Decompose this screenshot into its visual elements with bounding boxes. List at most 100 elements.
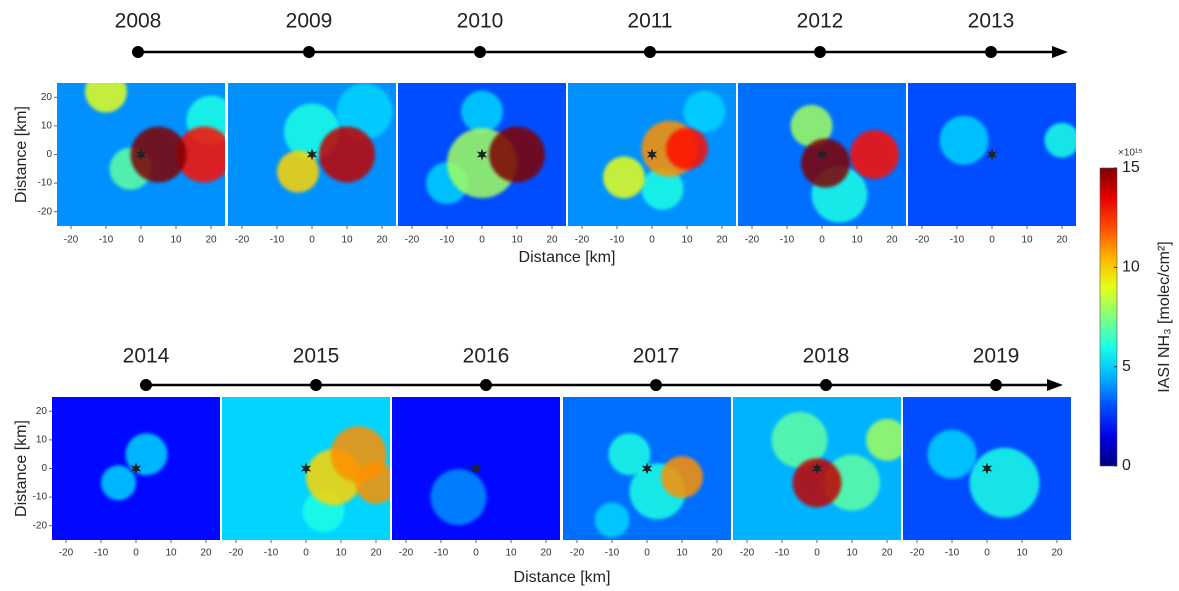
year-label: 2019 — [973, 345, 1020, 368]
heatmap-panel — [908, 83, 1076, 226]
y-tick-label: 20 — [36, 406, 48, 417]
x-tick-label: 10 — [505, 548, 517, 559]
timeline-2 — [146, 379, 1063, 391]
concentration-blob — [461, 90, 503, 133]
y-axis-label: Distance [km] — [13, 420, 30, 517]
concentration-blob — [176, 126, 225, 183]
source-marker — [816, 148, 828, 161]
x-tick-label: -20 — [915, 235, 930, 246]
x-tick-label: -10 — [94, 548, 109, 559]
x-tick-label: 0 — [814, 548, 820, 559]
x-tick-label: -20 — [405, 235, 420, 246]
x-tick-label: 20 — [886, 235, 898, 246]
x-tick-label: -20 — [745, 235, 760, 246]
concentration-blob — [666, 127, 708, 170]
concentration-blob — [801, 138, 850, 188]
colorbar-exponent: ×10¹⁵ — [1118, 148, 1142, 159]
x-tick-label: 10 — [851, 235, 863, 246]
year-label: 2011 — [627, 10, 672, 33]
concentration-blob — [336, 83, 393, 140]
x-tick-label: -10 — [434, 548, 449, 559]
concentration-blob — [603, 156, 645, 199]
x-tick-label: -20 — [570, 548, 585, 559]
x-tick-label: 0 — [138, 235, 144, 246]
x-tick-label: 20 — [1051, 548, 1063, 559]
y-tick-label: 0 — [41, 463, 47, 474]
x-tick-label: -10 — [610, 235, 625, 246]
timeline-dot — [650, 379, 662, 391]
concentration-blob — [319, 126, 375, 183]
x-tick-label: 20 — [376, 235, 388, 246]
y-tick-label: -20 — [38, 206, 53, 217]
concentration-blob — [661, 456, 703, 499]
concentration-blob — [939, 115, 989, 165]
x-tick-label: -20 — [910, 548, 925, 559]
x-tick-label: 0 — [479, 235, 485, 246]
timeline-dot — [140, 379, 152, 391]
timeline-dot — [474, 46, 486, 58]
source-marker — [986, 148, 998, 161]
y-tick-label: 10 — [41, 121, 53, 132]
concentration-blob — [683, 90, 726, 133]
concentration-blob — [277, 150, 319, 193]
source-marker — [300, 462, 312, 475]
colorbar-tick-label: 0 — [1122, 457, 1131, 474]
heatmap-panel — [228, 83, 396, 226]
concentration-blob — [85, 83, 127, 113]
heatmap-panel — [398, 83, 566, 226]
y-tick-label: -20 — [33, 520, 48, 531]
x-tick-label: -10 — [440, 235, 455, 246]
year-label: 2015 — [293, 345, 340, 368]
timeline-dot — [820, 379, 832, 391]
y-tick-label: -10 — [33, 492, 48, 503]
concentration-blob — [101, 465, 136, 501]
y-tick-label: 10 — [36, 435, 48, 446]
x-tick-label: 0 — [984, 548, 990, 559]
x-tick-label: 10 — [676, 548, 688, 559]
x-tick-label: 10 — [170, 235, 182, 246]
x-tick-label: 0 — [309, 235, 315, 246]
x-tick-label: 0 — [819, 235, 825, 246]
x-tick-label: -20 — [740, 548, 755, 559]
concentration-blob — [927, 429, 977, 479]
concentration-blob — [608, 433, 651, 476]
source-marker — [135, 148, 147, 161]
year-label: 2017 — [633, 345, 680, 368]
source-marker — [641, 462, 653, 475]
x-tick-label: 20 — [716, 235, 728, 246]
colorbar — [1099, 167, 1118, 467]
colorbar-tick-label: 15 — [1122, 159, 1140, 176]
timeline-dot — [132, 46, 144, 58]
source-marker — [646, 148, 658, 161]
x-tick-label: 0 — [989, 235, 995, 246]
concentration-blob — [850, 130, 899, 179]
x-tick-label: 20 — [200, 548, 212, 559]
x-tick-label: 20 — [1056, 235, 1068, 246]
concentration-blob — [1044, 122, 1076, 158]
x-tick-label: -10 — [99, 235, 114, 246]
concentration-blob — [330, 426, 387, 483]
x-tick-label: -10 — [264, 548, 279, 559]
x-tick-label: -20 — [235, 235, 250, 246]
x-tick-label: 10 — [681, 235, 693, 246]
source-marker — [811, 462, 823, 475]
year-label: 2013 — [968, 10, 1015, 33]
concentration-blob — [430, 469, 487, 526]
concentration-blob — [594, 502, 630, 538]
concentration-blob — [771, 411, 828, 468]
timeline-1 — [138, 46, 1068, 58]
colorbar-tick-label: 5 — [1122, 358, 1131, 375]
x-tick-label: -20 — [229, 548, 244, 559]
x-tick-label: -20 — [64, 235, 79, 246]
year-label: 2012 — [797, 10, 844, 33]
x-tick-label: 20 — [546, 235, 558, 246]
concentration-blob — [792, 458, 842, 508]
heatmap-panel — [563, 397, 731, 540]
x-tick-label: 20 — [540, 548, 552, 559]
source-marker — [306, 148, 318, 161]
x-tick-label: 20 — [881, 548, 893, 559]
x-tick-label: -10 — [945, 548, 960, 559]
x-tick-label: 20 — [370, 548, 382, 559]
timeline-dot — [310, 379, 322, 391]
concentration-blob — [641, 167, 684, 210]
